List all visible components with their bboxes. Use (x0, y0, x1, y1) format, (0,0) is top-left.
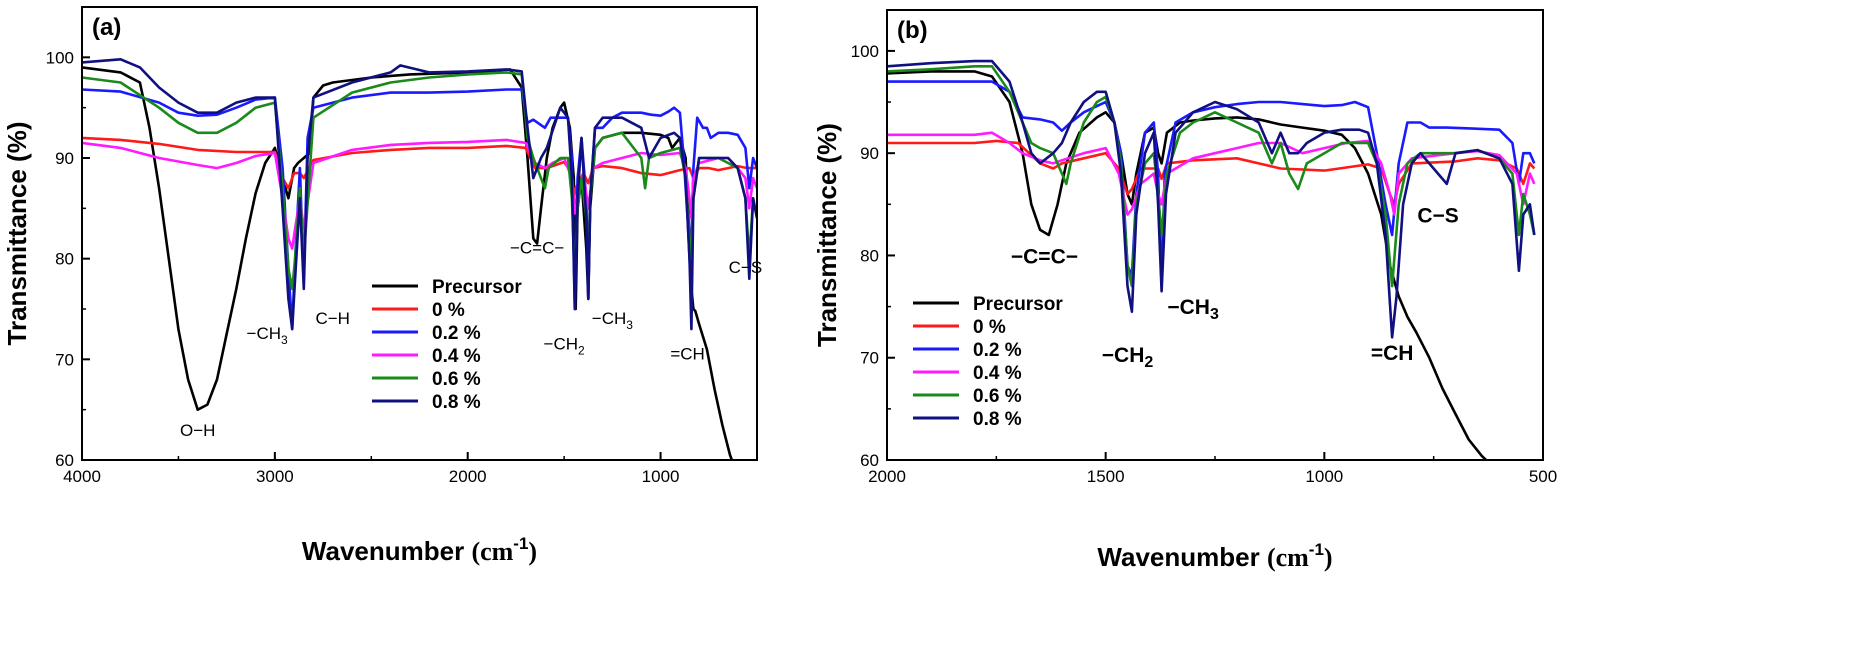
panel-b-legend-label-5: 0.8 % (973, 409, 1022, 430)
panel-b-annotation-text: =CH (1371, 342, 1414, 365)
panel-b-legend-label-2: 0.2 % (973, 340, 1022, 361)
panel-a-ytick-label: 60 (55, 451, 74, 470)
panel-a-ytick-label: 80 (55, 250, 74, 269)
panel-b-annotation-sub: 2 (1144, 354, 1153, 371)
panel-a-annotation-text: −CH (247, 324, 281, 343)
panel-b-series-line-5 (887, 59, 1536, 339)
panel-b-annotation-0: −C=C− (1011, 246, 1078, 269)
panel-a-annotation-4: −CH2 (544, 334, 585, 357)
panel-a-legend-label-5: 0.8 % (432, 392, 481, 413)
panel-a-x-axis-unit-close: ) (528, 537, 537, 566)
panel-b-x-axis-unit-exp: -1 (1309, 540, 1324, 559)
panel-b-legend-label-0: Precursor (973, 294, 1063, 315)
panel-a-ytick-label: 70 (55, 350, 74, 369)
panel-a-x-axis-title-text: Wavenumber (302, 536, 472, 566)
panel-b-series-line-2 (887, 80, 1536, 288)
panel-a-x-axis-unit: (cm (471, 537, 513, 566)
panel-b-ytick-label: 90 (860, 144, 879, 163)
panel-b-legend-label-3: 0.4 % (973, 363, 1022, 384)
panel-a-annotation-text: −CH (544, 334, 578, 353)
panel-b-annotation-text: −CH (1102, 344, 1145, 367)
panel-b-annotation-sub: 3 (1210, 306, 1219, 323)
panel-a-annotation-sub: 3 (626, 318, 633, 332)
panel-a-series-line-5 (82, 58, 757, 331)
panel-a-frame (81, 6, 758, 461)
panel-a-annotation-text: −CH (592, 309, 626, 328)
panel-b-annotation-4: C−S (1417, 205, 1458, 228)
panel-a-xtick-label: 3000 (256, 467, 294, 486)
panel-b-series-group (887, 59, 1536, 460)
panel-a-annotation-3: −C=C− (510, 239, 564, 258)
panel-a-annotation-5: −CH3 (592, 309, 633, 332)
panel-a-xtick-label: 2000 (449, 467, 487, 486)
panel-b-annotation-text: −C=C− (1011, 246, 1078, 269)
panel-b-label: (b) (897, 17, 928, 44)
panel-a-x-axis-unit-exp: -1 (513, 534, 528, 553)
panel-b-y-axis-title: Transmittance (%) (812, 123, 842, 347)
panel-a-legend-label-4: 0.6 % (432, 369, 481, 390)
panel-b-ytick-label: 100 (851, 42, 879, 61)
panel-b-series-line-0 (887, 70, 1487, 460)
panel-a-annotation-text: C−H (315, 309, 349, 328)
panel-a: 4000 3000 2000 1000 60 70 80 90 100 (a) Transmitta… (2, 6, 763, 566)
panel-a-annotation-7: C−S (729, 258, 763, 277)
panel-a-annotation-0: O−H (180, 421, 215, 440)
panel-b-ytick-label: 70 (860, 349, 879, 368)
panel-b-series-line-3 (887, 131, 1536, 216)
panel-b-xtick-label: 2000 (868, 467, 906, 486)
panel-a-annotation-6: =CH (670, 344, 704, 363)
panel-a-annotation-text: −C=C− (510, 239, 564, 258)
panel-b-series-line-1 (887, 139, 1536, 206)
panel-a-xtick-label: 4000 (63, 467, 101, 486)
panel-b-xtick-label: 500 (1529, 467, 1557, 486)
panel-a-annotation-2: C−H (315, 309, 349, 328)
panel-b-annotation-2: −CH3 (1167, 296, 1219, 323)
panel-a-legend-label-1: 0 % (432, 300, 465, 321)
panel-b-ytick-label: 80 (860, 246, 879, 265)
panel-a-label: (a) (92, 14, 121, 41)
panel-b-annotation-3: =CH (1371, 342, 1414, 365)
panel-a-annotation-text: =CH (670, 344, 704, 363)
panel-b-annotation-1: −CH2 (1102, 344, 1154, 371)
panel-b-series-line-4 (887, 65, 1536, 288)
panel-b-xtick-label: 1000 (1305, 467, 1343, 486)
panel-b-legend-label-1: 0 % (973, 317, 1006, 338)
panel-b-x-axis-title-text: Wavenumber (1097, 542, 1267, 572)
panel-b-xtick-label: 1500 (1087, 467, 1125, 486)
panel-a-legend-label-0: Precursor (432, 277, 522, 298)
panel-a-ytick-label: 90 (55, 149, 74, 168)
panel-a-legend-label-3: 0.4 % (432, 346, 481, 367)
panel-a-xtick-label: 1000 (642, 467, 680, 486)
panel-b-ytick-label: 60 (860, 451, 879, 470)
panel-a-annotation-1: −CH3 (247, 324, 288, 347)
panel-b-x-axis-unit: (cm (1267, 543, 1309, 572)
panel-a-x-axis-title: Wavenumber (cm-1) (302, 534, 537, 566)
panel-b-annotation-text: C−S (1417, 205, 1458, 228)
panel-a-series-line-4 (82, 71, 757, 291)
panel-a-annotation-sub: 2 (578, 343, 585, 357)
panel-b: 2000 1500 1000 500 60 70 80 90 100 (b) Transmittan… (812, 9, 1557, 572)
panel-b-annotation-text: −CH (1167, 296, 1210, 319)
panel-b-legend-label-4: 0.6 % (973, 386, 1022, 407)
panel-a-series-group (82, 58, 757, 460)
panel-a-annotation-text: O−H (180, 421, 215, 440)
panel-b-x-axis-unit-close: ) (1324, 543, 1333, 572)
panel-a-annotation-sub: 3 (281, 333, 288, 347)
panel-a-ytick-label: 100 (46, 48, 74, 67)
panel-a-annotation-text: C−S (729, 258, 763, 277)
panel-b-x-axis-title: Wavenumber (cm-1) (1097, 540, 1332, 572)
panel-a-y-axis-title: Transmittance (%) (2, 122, 32, 346)
panel-a-legend-label-2: 0.2 % (432, 323, 481, 344)
